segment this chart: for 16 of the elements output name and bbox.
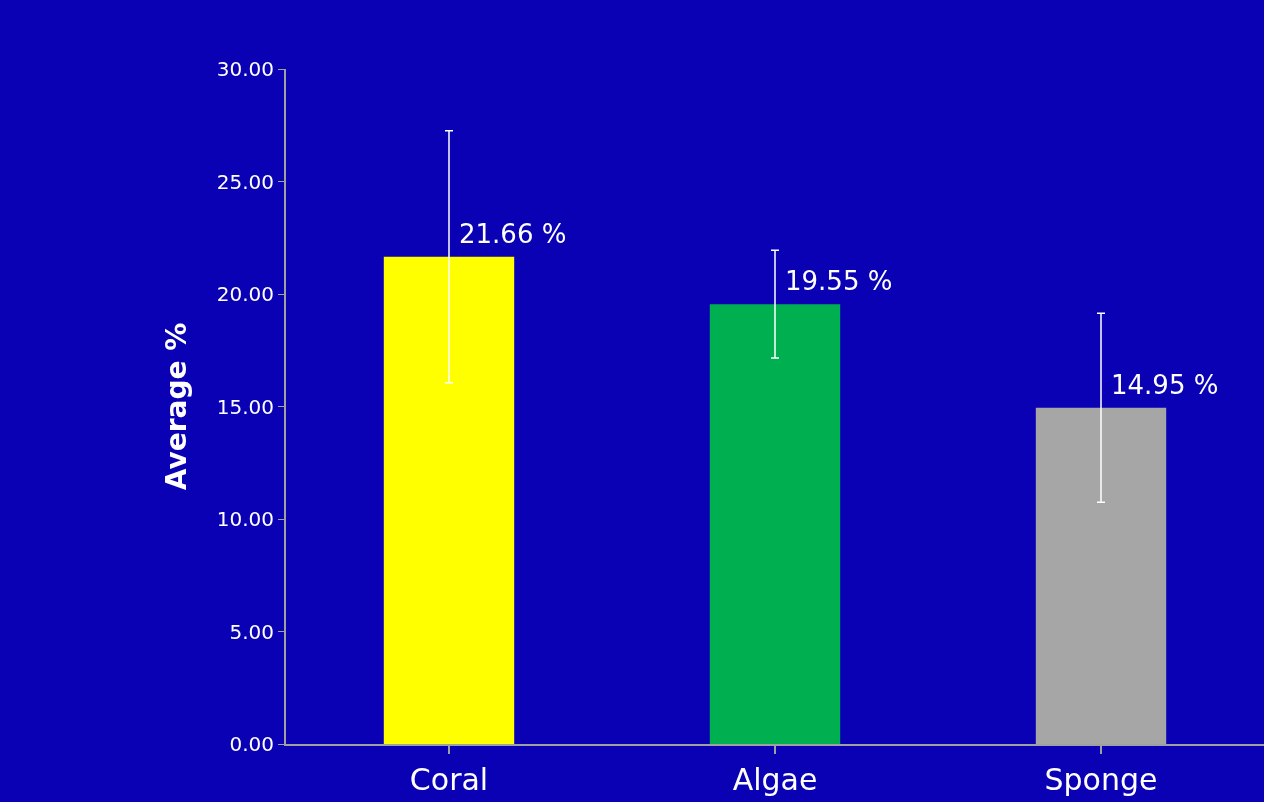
y-tick-label: 20.00 <box>216 282 274 306</box>
y-tick-label: 0.00 <box>229 732 274 756</box>
y-tick-label: 25.00 <box>216 169 274 194</box>
data-label: 21.66 % <box>459 219 567 249</box>
x-tick-label: Coral <box>409 762 489 797</box>
y-tick-label: 10.00 <box>216 507 274 531</box>
data-label: 14.95 % <box>1111 370 1219 400</box>
x-tick-label: Algae <box>732 762 818 797</box>
bar <box>709 304 841 744</box>
y-axis-title: Average % <box>159 322 193 491</box>
y-tick-label: 15.00 <box>216 394 274 419</box>
y-tick-label: 30.00 <box>216 57 274 81</box>
y-tick-label: 5.00 <box>229 619 274 644</box>
data-label: 19.55 % <box>785 266 893 296</box>
x-tick-label: Sponge <box>1044 762 1158 797</box>
bar <box>383 256 515 744</box>
